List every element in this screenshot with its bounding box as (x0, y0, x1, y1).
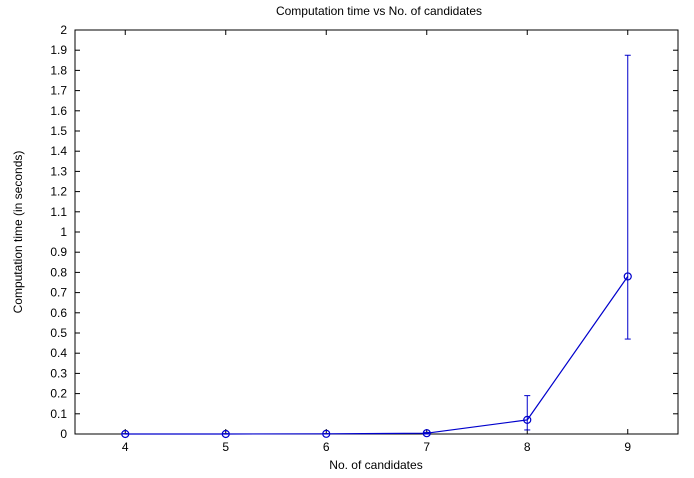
x-tick-label: 4 (122, 440, 129, 454)
x-tick-label: 7 (423, 440, 430, 454)
y-tick-label: 1.4 (50, 144, 67, 158)
data-point (523, 415, 532, 424)
y-axis-label: Computation time (in seconds) (11, 151, 25, 314)
x-axis-label: No. of candidates (329, 458, 422, 472)
series-layer (121, 54, 632, 439)
y-tick-label: 1.5 (50, 124, 67, 138)
y-tick-label: 1.8 (50, 63, 67, 77)
y-tick-label: 2 (60, 23, 67, 37)
chart-title: Computation time vs No. of candidates (276, 4, 482, 18)
y-tick-label: 0.8 (50, 265, 67, 279)
series-line (125, 276, 629, 435)
data-point (422, 429, 431, 438)
x-tick-label: 6 (323, 440, 330, 454)
y-tick-label: 0.1 (50, 407, 67, 421)
y-tick-label: 1.6 (50, 104, 67, 118)
y-tick-label: 1 (60, 225, 67, 239)
y-tick-label: 1.7 (50, 84, 67, 98)
x-tick-label: 9 (624, 440, 631, 454)
data-point (121, 429, 130, 439)
x-tick-label: 8 (524, 440, 531, 454)
y-tick-label: 0.5 (50, 326, 67, 340)
y-tick-label: 0.4 (50, 346, 67, 360)
data-point (322, 429, 331, 438)
y-tick-label: 1.9 (50, 43, 67, 57)
x-axis: 4 5 6 7 8 9 (122, 30, 631, 454)
y-tick-label: 0.3 (50, 366, 67, 380)
y-tick-label: 0 (60, 427, 67, 441)
y-tick-label: 0.2 (50, 387, 67, 401)
y-axis: 0 0.1 0.2 0.3 0.4 0.5 0.6 0.7 0.8 0.9 1 1.1 1.2 1.3 1.… (50, 23, 678, 441)
y-tick-label: 0.9 (50, 245, 67, 259)
y-tick-label: 0.6 (50, 306, 67, 320)
y-tick-label: 1.2 (50, 185, 67, 199)
y-tick-label: 1.1 (50, 205, 67, 219)
data-point (221, 429, 230, 439)
y-tick-label: 1.3 (50, 164, 67, 178)
data-point (623, 272, 632, 281)
y-tick-label: 0.7 (50, 286, 67, 300)
plot-frame (74, 29, 679, 435)
x-tick-label: 5 (222, 440, 229, 454)
